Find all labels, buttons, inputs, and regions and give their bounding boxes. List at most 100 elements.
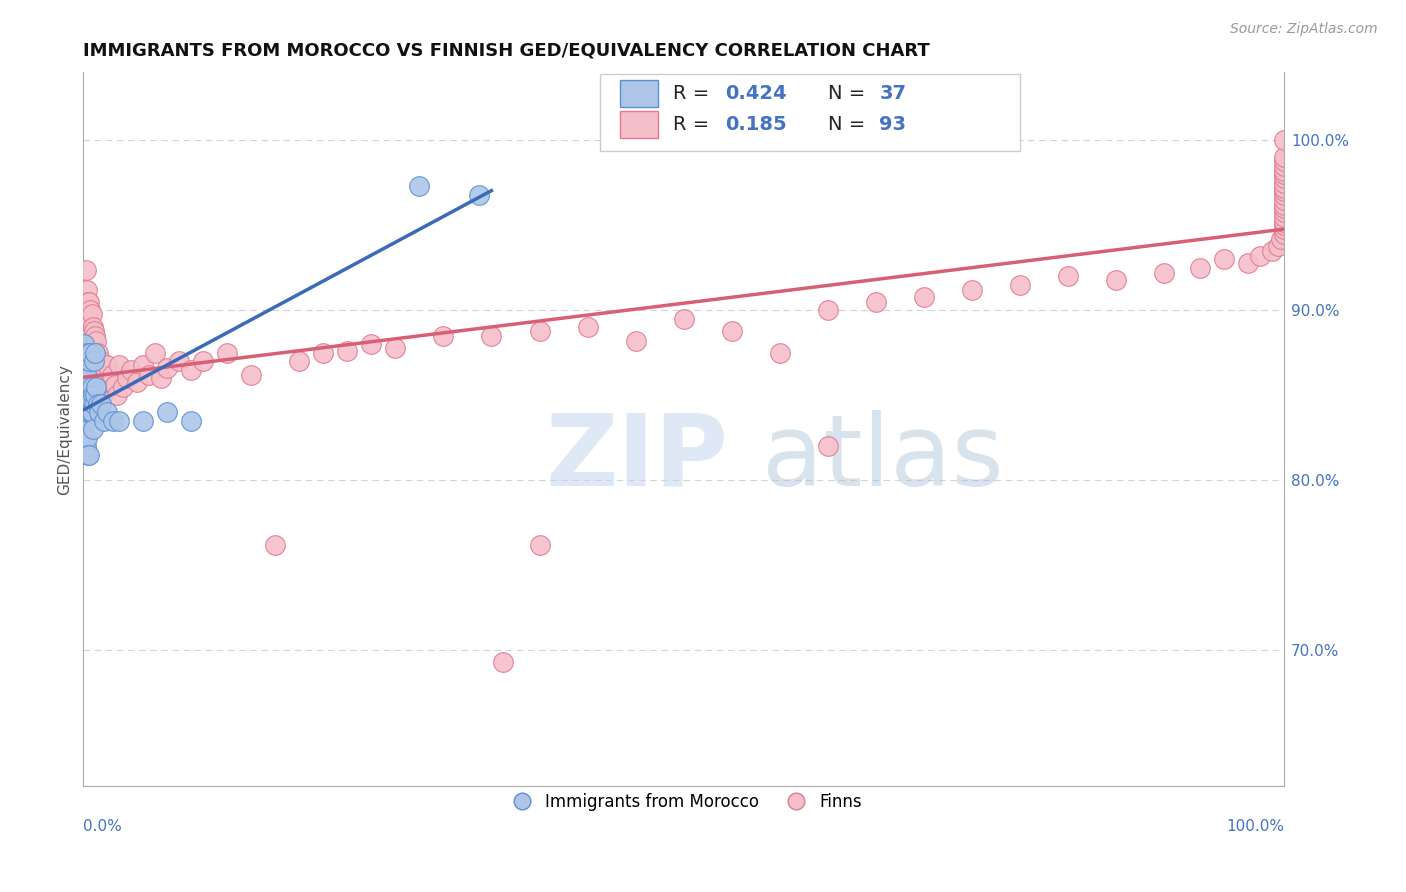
Point [132, 358, 155, 372]
Point [720, 324, 742, 338]
Point [1272, 215, 1295, 229]
Point [86, 346, 108, 360]
Point [101, 368, 124, 382]
Point [180, 363, 202, 377]
Text: Source: ZipAtlas.com: Source: ZipAtlas.com [1230, 22, 1378, 37]
Point [1272, 210, 1295, 224]
Point [143, 346, 166, 360]
Point [529, 324, 551, 338]
Point [360, 337, 382, 351]
Point [1261, 244, 1284, 258]
Point [1272, 170, 1295, 185]
Point [105, 388, 128, 402]
Point [1272, 168, 1295, 182]
Point [86, 334, 108, 348]
Point [98, 375, 121, 389]
Point [82, 422, 104, 436]
Point [576, 320, 599, 334]
Point [90, 354, 112, 368]
Point [817, 440, 839, 454]
Point [79, 329, 101, 343]
Text: N =: N = [828, 84, 872, 103]
Text: 0.0%: 0.0% [83, 819, 122, 834]
Point [87, 405, 110, 419]
Point [89, 371, 111, 385]
Point [115, 371, 138, 385]
Point [1272, 227, 1295, 241]
Point [103, 378, 125, 392]
Point [80, 307, 103, 321]
Point [1272, 219, 1295, 233]
Point [84, 346, 107, 360]
Point [127, 375, 149, 389]
Point [481, 329, 503, 343]
Text: atlas: atlas [762, 409, 1004, 507]
Point [120, 363, 142, 377]
Point [73, 337, 96, 351]
Point [912, 290, 935, 304]
Point [217, 346, 239, 360]
Point [1105, 273, 1128, 287]
Point [492, 656, 515, 670]
Point [1272, 185, 1295, 199]
Point [84, 388, 107, 402]
Point [80, 405, 103, 419]
Point [93, 414, 115, 428]
Point [1188, 260, 1211, 275]
Point [76, 283, 98, 297]
Point [1249, 249, 1271, 263]
Point [1272, 176, 1295, 190]
Point [77, 371, 100, 385]
Point [79, 354, 101, 368]
Point [93, 368, 115, 382]
Point [624, 334, 647, 348]
Point [77, 448, 100, 462]
Point [384, 341, 406, 355]
Text: R =: R = [673, 84, 716, 103]
Point [156, 361, 179, 376]
Point [1272, 164, 1295, 178]
Point [111, 380, 134, 394]
Point [1272, 204, 1295, 219]
Point [84, 329, 107, 343]
Point [79, 295, 101, 310]
Point [264, 538, 287, 552]
Point [76, 397, 98, 411]
FancyBboxPatch shape [620, 79, 658, 107]
Text: 0.185: 0.185 [725, 115, 787, 134]
Text: 37: 37 [879, 84, 907, 103]
Point [960, 283, 983, 297]
Point [1272, 153, 1295, 168]
Point [73, 388, 96, 402]
Point [96, 358, 118, 372]
Point [156, 405, 179, 419]
FancyBboxPatch shape [599, 74, 1019, 151]
Point [86, 380, 108, 394]
Point [76, 346, 98, 360]
Point [1272, 202, 1295, 216]
Point [77, 405, 100, 419]
Point [1272, 222, 1295, 236]
Point [91, 380, 114, 394]
Point [83, 354, 105, 368]
Point [468, 187, 491, 202]
Point [769, 346, 792, 360]
Point [79, 303, 101, 318]
Point [1272, 181, 1295, 195]
Text: IMMIGRANTS FROM MOROCCO VS FINNISH GED/EQUIVALENCY CORRELATION CHART: IMMIGRANTS FROM MOROCCO VS FINNISH GED/E… [83, 42, 929, 60]
Point [82, 320, 104, 334]
Point [865, 295, 887, 310]
Point [1270, 232, 1292, 246]
Point [193, 354, 215, 368]
Point [1272, 159, 1295, 173]
Point [79, 448, 101, 462]
Point [79, 405, 101, 419]
Point [138, 368, 160, 382]
Point [336, 344, 359, 359]
Point [86, 397, 108, 411]
Point [1272, 150, 1295, 164]
Point [1008, 277, 1031, 292]
Point [1272, 133, 1295, 147]
Point [75, 440, 97, 454]
Point [83, 354, 105, 368]
